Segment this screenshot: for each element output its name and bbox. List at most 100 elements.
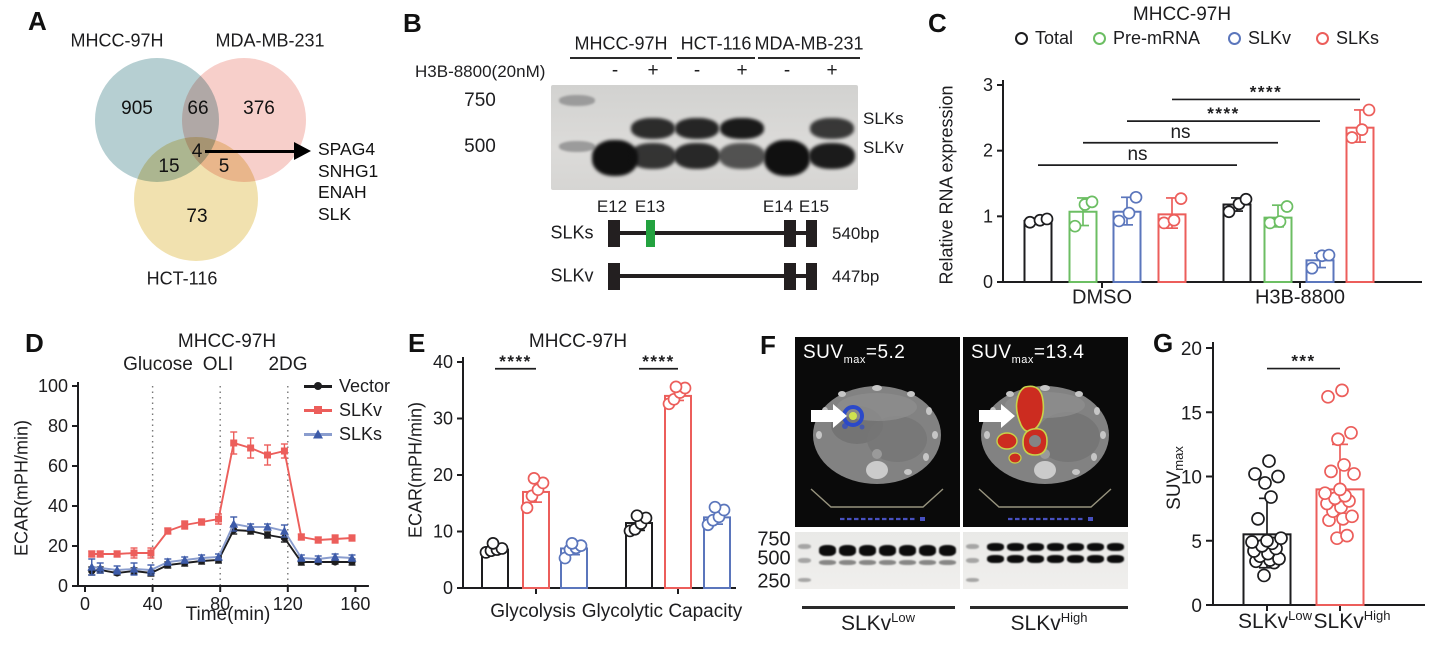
data-point [95,563,105,572]
data-point [229,519,239,528]
data-point [181,521,189,529]
isoform-slkv-intron-line [612,274,812,278]
panel-g-scatter: G SUVmax 0 5 10 15 20 *** SLKvLow SLKvHigh [1135,320,1441,656]
ladder-band [966,558,979,563]
legend-marker-total-icon [1015,32,1028,45]
data-point [164,527,172,535]
data-point [1251,512,1265,526]
pet-scan-low: SUVmax=5.2 [795,337,960,527]
legend-line-icon [304,406,332,415]
chart-e-plot: 0 10 20 30 40 **** **** [433,352,736,598]
triangle-marker-icon [313,429,323,439]
tick-label: 160 [340,594,370,614]
lesion-arrow-icon [811,404,847,428]
venn-gene-list: SPAG4 SNHG1 ENAH SLK [318,139,378,225]
ct-slice-high [978,385,1112,521]
data-point [129,564,139,573]
data-point [296,553,306,562]
panel-f-pet: F [740,320,1141,656]
chart-e-title: MHCC-97H [528,331,628,352]
header-underline [677,57,755,59]
panel-d-line-chart: D MHCC-97H Glucose OLI 2DG ECAR(mPH/min)… [0,320,400,656]
gel-band [879,545,896,556]
gel-band [919,545,936,556]
legend-item-vector: Vector [304,376,390,397]
significance-label: **** [1250,82,1282,101]
treatment-sign: - [611,60,619,81]
data-point [348,534,356,542]
data-point [669,380,683,394]
data-point [263,522,272,531]
chart-d-xlabel: Time(min) [185,604,271,625]
legend-item-slkv: SLKv [1228,28,1291,49]
ladder-band [798,544,811,549]
data-point [1245,535,1259,549]
data-point [1122,206,1136,220]
venn-count-abc: 4 [191,141,203,162]
data-point [112,565,122,574]
gel-band [939,545,956,556]
data-point [1264,490,1278,504]
tick-label: 80 [48,416,68,436]
gel-band-slkv [674,143,720,169]
data-point [1112,214,1126,228]
isoform-slks-size: 540bp [832,224,880,243]
data-point [1347,467,1361,481]
exon-e12-box [608,220,620,247]
tick-label: 20 [433,465,453,485]
chart-c-group-dmso: DMSO [1072,286,1132,309]
data-point [1305,261,1319,275]
data-point [330,552,340,561]
data-point [630,509,644,523]
exon-e12-box [608,263,620,290]
legend-line-icon [304,382,332,391]
pet-scan-high: SUVmax=13.4 [963,337,1128,527]
ladder-750-label: 750 [464,90,496,111]
data-point [247,444,255,452]
data-point [214,552,223,561]
gel-image-slkv-low [795,532,960,589]
chart-c-title: MHCC-97H [1132,4,1232,25]
gel-band [1107,555,1124,563]
venn-count-a-only: 905 [121,98,153,119]
gel-band-faint [899,560,916,565]
panel-b-gel: B MHCC-97H HCT-116 MDA-MB-231 H3B-8800(2… [400,0,920,320]
data-point [264,451,272,459]
data-point [88,550,96,558]
gel-band-faint [859,560,876,565]
significance-label: ns [1170,122,1190,143]
gene-item: ENAH [318,182,367,202]
legend-item-total: Total [1015,28,1073,49]
f-ladder-500: 500 [757,547,791,570]
data-point [1174,192,1188,205]
exon-label-e12: E12 [596,197,628,216]
venn-count-c-only: 73 [186,206,208,227]
gel-band-faint [919,560,936,565]
data-point [1257,568,1271,583]
legend-marker-slkv-icon [1228,32,1241,45]
isoform-slks-intron-line [612,231,812,235]
data-point [486,537,500,550]
chart-d-plot: 0 20 40 60 80 100 0 40 80 120 160 [38,376,370,614]
significance-label: **** [642,352,674,371]
tick-label: 10 [433,522,453,542]
exon-e14-box [784,220,796,247]
data-point [1129,190,1143,204]
data-point [1274,531,1288,546]
gel-band-slks [631,118,675,139]
data-point [1262,454,1276,468]
data-point [1321,389,1335,404]
f-ladder-750: 750 [757,528,791,551]
tick-label: 0 [1191,596,1202,617]
gel-band [1087,555,1104,563]
data-point [527,472,541,485]
significance-label: **** [499,352,531,371]
circle-marker-icon [314,382,322,391]
gel-band [1107,543,1124,551]
gel-header-hct116: HCT-116 [680,33,752,54]
chart-e-group-capacity: Glycolytic Capacity [581,601,743,622]
exon-label-e15: E15 [798,197,830,216]
gel-band-faint [819,560,836,565]
data-point [230,439,238,447]
